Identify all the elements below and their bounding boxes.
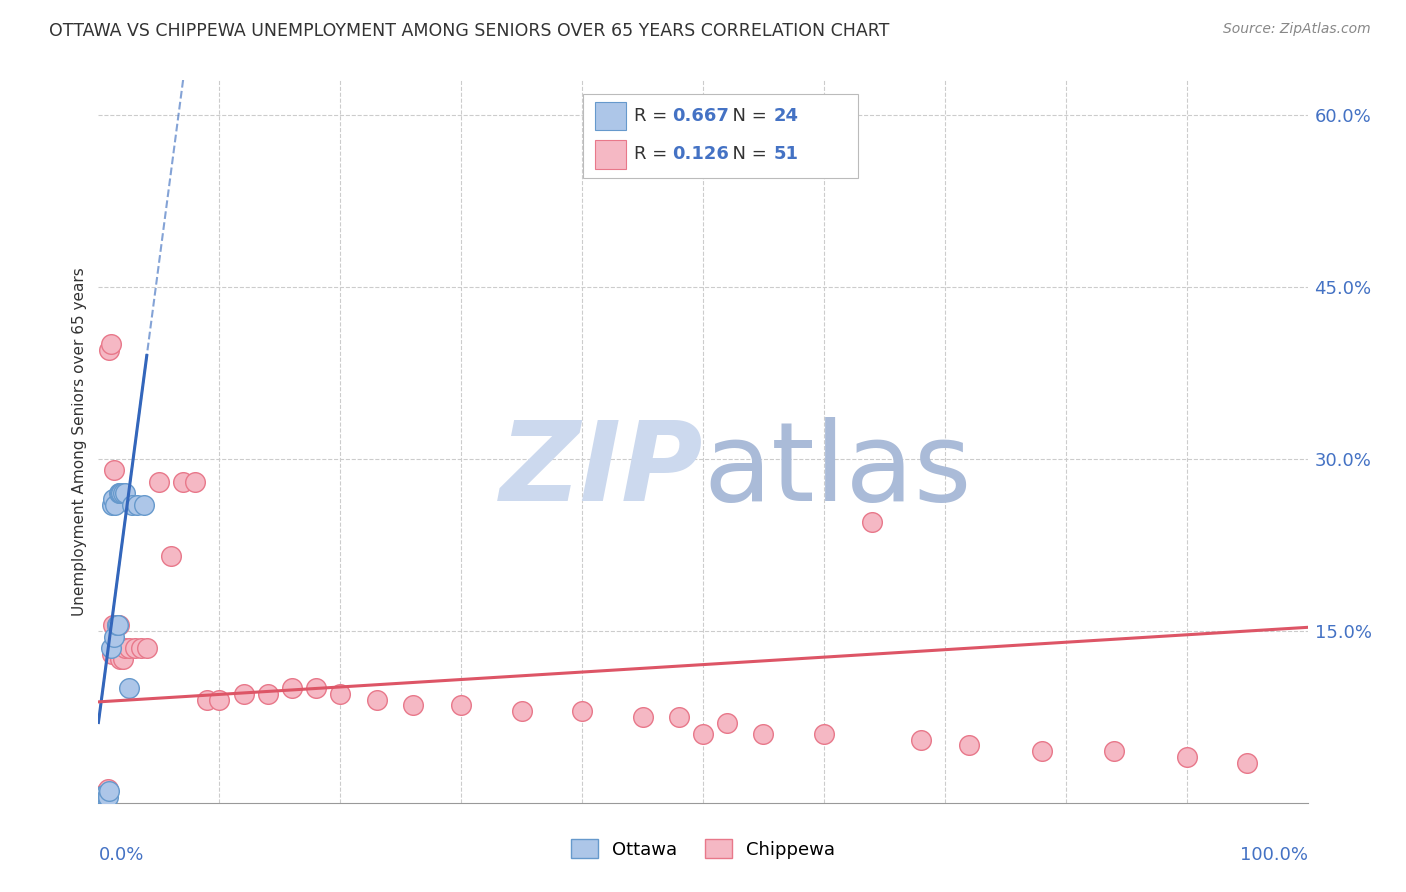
Text: N =: N =	[721, 107, 773, 125]
Chippewa	[91, 789, 114, 803]
Chippewa	[668, 710, 690, 724]
Chippewa	[94, 787, 117, 801]
Text: N =: N =	[721, 145, 773, 163]
Chippewa	[103, 463, 125, 477]
Chippewa	[402, 698, 425, 713]
Ottawa	[105, 618, 128, 632]
Ottawa	[97, 790, 120, 805]
Text: Source: ZipAtlas.com: Source: ZipAtlas.com	[1223, 22, 1371, 37]
Chippewa	[195, 692, 218, 706]
Chippewa	[329, 687, 352, 701]
Ottawa	[100, 640, 122, 655]
Ottawa	[118, 681, 141, 695]
Chippewa	[860, 515, 883, 529]
Chippewa	[91, 790, 114, 805]
Chippewa	[100, 337, 122, 351]
Chippewa	[93, 787, 115, 801]
Chippewa	[101, 618, 124, 632]
Ottawa	[111, 486, 134, 500]
Ottawa	[101, 491, 124, 506]
Ottawa	[93, 788, 115, 802]
Chippewa	[124, 640, 146, 655]
Chippewa	[752, 727, 775, 741]
Chippewa	[172, 475, 194, 489]
Ottawa	[108, 486, 131, 500]
Chippewa	[813, 727, 835, 741]
Text: 0.0%: 0.0%	[98, 847, 143, 864]
Ottawa	[91, 790, 114, 805]
Ottawa	[103, 630, 125, 644]
Chippewa	[184, 475, 207, 489]
Ottawa	[100, 498, 122, 512]
Chippewa	[129, 640, 152, 655]
Text: R =: R =	[634, 107, 673, 125]
Chippewa	[114, 640, 136, 655]
Chippewa	[98, 343, 121, 357]
Chippewa	[135, 640, 157, 655]
Ottawa	[110, 486, 132, 500]
Text: 24: 24	[773, 107, 799, 125]
Chippewa	[232, 687, 254, 701]
Chippewa	[118, 640, 141, 655]
Y-axis label: Unemployment Among Seniors over 65 years: Unemployment Among Seniors over 65 years	[72, 268, 87, 615]
Chippewa	[1102, 744, 1125, 758]
Chippewa	[1175, 750, 1198, 764]
Ottawa	[90, 790, 112, 805]
Ottawa	[114, 486, 136, 500]
Chippewa	[1031, 744, 1053, 758]
Chippewa	[716, 715, 738, 730]
Chippewa	[96, 784, 118, 798]
Ottawa	[96, 790, 118, 805]
Chippewa	[450, 698, 472, 713]
Chippewa	[148, 475, 170, 489]
Chippewa	[208, 692, 231, 706]
Chippewa	[692, 727, 714, 741]
Ottawa	[127, 498, 149, 512]
Ottawa	[134, 498, 156, 512]
Chippewa	[510, 704, 533, 718]
Ottawa	[107, 618, 129, 632]
Text: atlas: atlas	[703, 417, 972, 524]
Text: 51: 51	[773, 145, 799, 163]
Chippewa	[100, 647, 122, 661]
Chippewa	[256, 687, 278, 701]
Chippewa	[631, 710, 654, 724]
Ottawa	[104, 498, 127, 512]
Text: R =: R =	[634, 145, 673, 163]
Chippewa	[97, 782, 120, 797]
Chippewa	[571, 704, 593, 718]
Text: 100.0%: 100.0%	[1240, 847, 1308, 864]
Legend: Ottawa, Chippewa: Ottawa, Chippewa	[564, 832, 842, 866]
Ottawa	[94, 787, 117, 801]
Chippewa	[89, 792, 111, 806]
Chippewa	[108, 618, 131, 632]
Chippewa	[90, 791, 112, 805]
Chippewa	[305, 681, 328, 695]
Chippewa	[281, 681, 304, 695]
Chippewa	[111, 652, 134, 666]
Chippewa	[957, 739, 980, 753]
Chippewa	[910, 732, 932, 747]
Chippewa	[160, 549, 183, 564]
Ottawa	[98, 784, 121, 798]
Chippewa	[1236, 756, 1258, 770]
Ottawa	[108, 486, 131, 500]
Text: ZIP: ZIP	[499, 417, 703, 524]
Chippewa	[366, 692, 388, 706]
Text: 0.126: 0.126	[672, 145, 728, 163]
Chippewa	[105, 618, 128, 632]
Text: OTTAWA VS CHIPPEWA UNEMPLOYMENT AMONG SENIORS OVER 65 YEARS CORRELATION CHART: OTTAWA VS CHIPPEWA UNEMPLOYMENT AMONG SE…	[49, 22, 890, 40]
Text: 0.667: 0.667	[672, 107, 728, 125]
Ottawa	[91, 790, 114, 805]
Chippewa	[108, 652, 131, 666]
Ottawa	[121, 498, 143, 512]
